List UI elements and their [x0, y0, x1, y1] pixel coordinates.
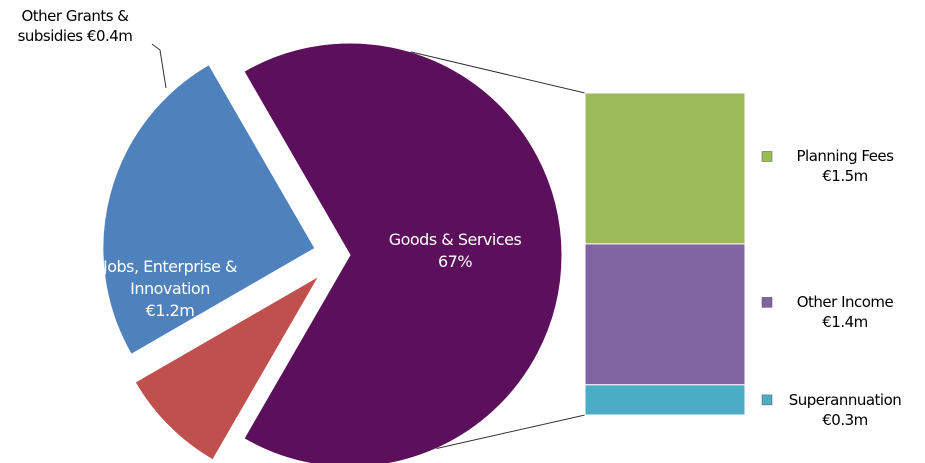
- pie-slice: [102, 63, 316, 355]
- segment-value: €1.4m: [822, 313, 868, 332]
- slice-value: €1.2m: [145, 301, 195, 320]
- slice-name: Jobs, Enterprise & Innovation: [102, 257, 238, 298]
- segment-value: €1.5m: [822, 167, 868, 186]
- pie-slice: [134, 274, 321, 461]
- leader-line: [151, 43, 167, 89]
- legend-marker: [761, 297, 773, 308]
- slice-name: Other Grants & subsidies: [17, 7, 129, 45]
- bar-label: Superannuation €0.3m: [770, 390, 920, 430]
- bar-segment: [584, 384, 746, 416]
- slice-label: Jobs, Enterprise & Innovation €1.2m: [95, 256, 245, 322]
- bar-label: Other Income €1.4m: [770, 292, 920, 332]
- slice-value: €0.4m: [86, 27, 133, 45]
- segment-name: Superannuation: [788, 390, 902, 409]
- legend-marker: [761, 151, 773, 162]
- slice-name: Goods & Services: [388, 230, 522, 249]
- slice-label: Other Grants & subsidies €0.4m: [0, 6, 150, 46]
- segment-value: €0.3m: [822, 410, 868, 429]
- segment-name: Planning Fees: [796, 147, 894, 166]
- legend-marker: [761, 394, 773, 406]
- slice-label: Goods & Services 67%: [350, 229, 560, 273]
- connector-line: [410, 51, 586, 94]
- segment-name: Other Income: [796, 293, 894, 312]
- bar-segment: [584, 243, 746, 386]
- slice-value: 67%: [437, 252, 473, 271]
- pie-slice: [243, 42, 563, 463]
- bar-label: Planning Fees €1.5m: [770, 146, 920, 186]
- bar-segment: [584, 92, 746, 245]
- connector-line: [436, 414, 586, 449]
